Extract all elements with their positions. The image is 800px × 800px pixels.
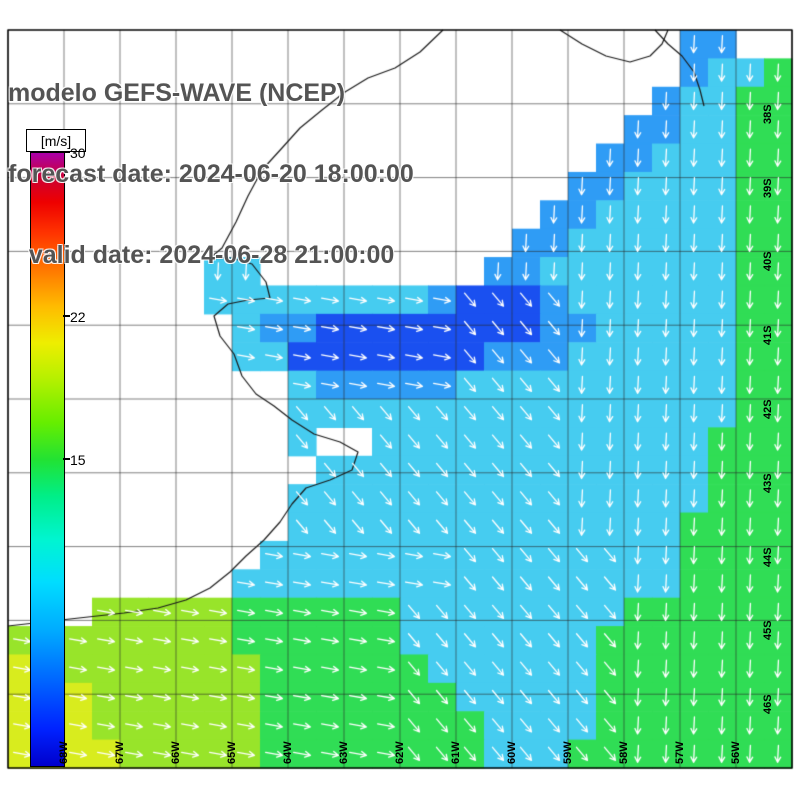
colorbar-tick-mark bbox=[63, 314, 70, 317]
longitude-label: 58W bbox=[618, 741, 630, 764]
longitude-label: 65W bbox=[226, 741, 238, 764]
colorbar-tick-label: 22 bbox=[70, 308, 86, 325]
latitude-label: 38S bbox=[762, 104, 774, 124]
longitude-label: 56W bbox=[730, 741, 742, 764]
colorbar bbox=[30, 152, 65, 767]
colorbar-tick-mark bbox=[63, 457, 70, 460]
latitude-label: 42S bbox=[762, 399, 774, 419]
latitude-label: 46S bbox=[762, 694, 774, 715]
valid-date: valid date: 2024-06-28 21:00:00 bbox=[8, 241, 395, 269]
model-title: modelo GEFS-WAVE (NCEP) bbox=[8, 79, 346, 107]
latitude-label: 45S bbox=[762, 620, 774, 641]
colorbar-tick-mark bbox=[63, 151, 70, 153]
latitude-label: 43S bbox=[762, 473, 774, 493]
longitude-label: 66W bbox=[170, 741, 182, 764]
colorbar-tick-label: 30 bbox=[70, 145, 86, 161]
latitude-label: 44S bbox=[762, 547, 774, 567]
latitude-label: 41S bbox=[762, 325, 774, 346]
title-block: modelo GEFS-WAVE (NCEP) forecast date: 2… bbox=[8, 26, 414, 323]
longitude-label: 61W bbox=[450, 741, 462, 764]
longitude-label: 59W bbox=[562, 741, 574, 764]
longitude-label: 62W bbox=[394, 741, 406, 764]
latitude-label: 39S bbox=[762, 178, 774, 198]
longitude-label: 63W bbox=[338, 741, 350, 764]
latitude-label: 40S bbox=[762, 251, 774, 272]
colorbar-tick-label: 15 bbox=[70, 451, 86, 468]
longitude-label: 68W bbox=[58, 741, 70, 764]
longitude-label: 67W bbox=[114, 741, 126, 764]
colorbar-unit-label: [m/s] bbox=[26, 129, 86, 152]
longitude-label: 57W bbox=[674, 741, 686, 764]
longitude-label: 60W bbox=[506, 741, 518, 764]
forecast-date: forecast date: 2024-06-20 18:00:00 bbox=[8, 160, 414, 188]
longitude-label: 64W bbox=[282, 741, 294, 764]
